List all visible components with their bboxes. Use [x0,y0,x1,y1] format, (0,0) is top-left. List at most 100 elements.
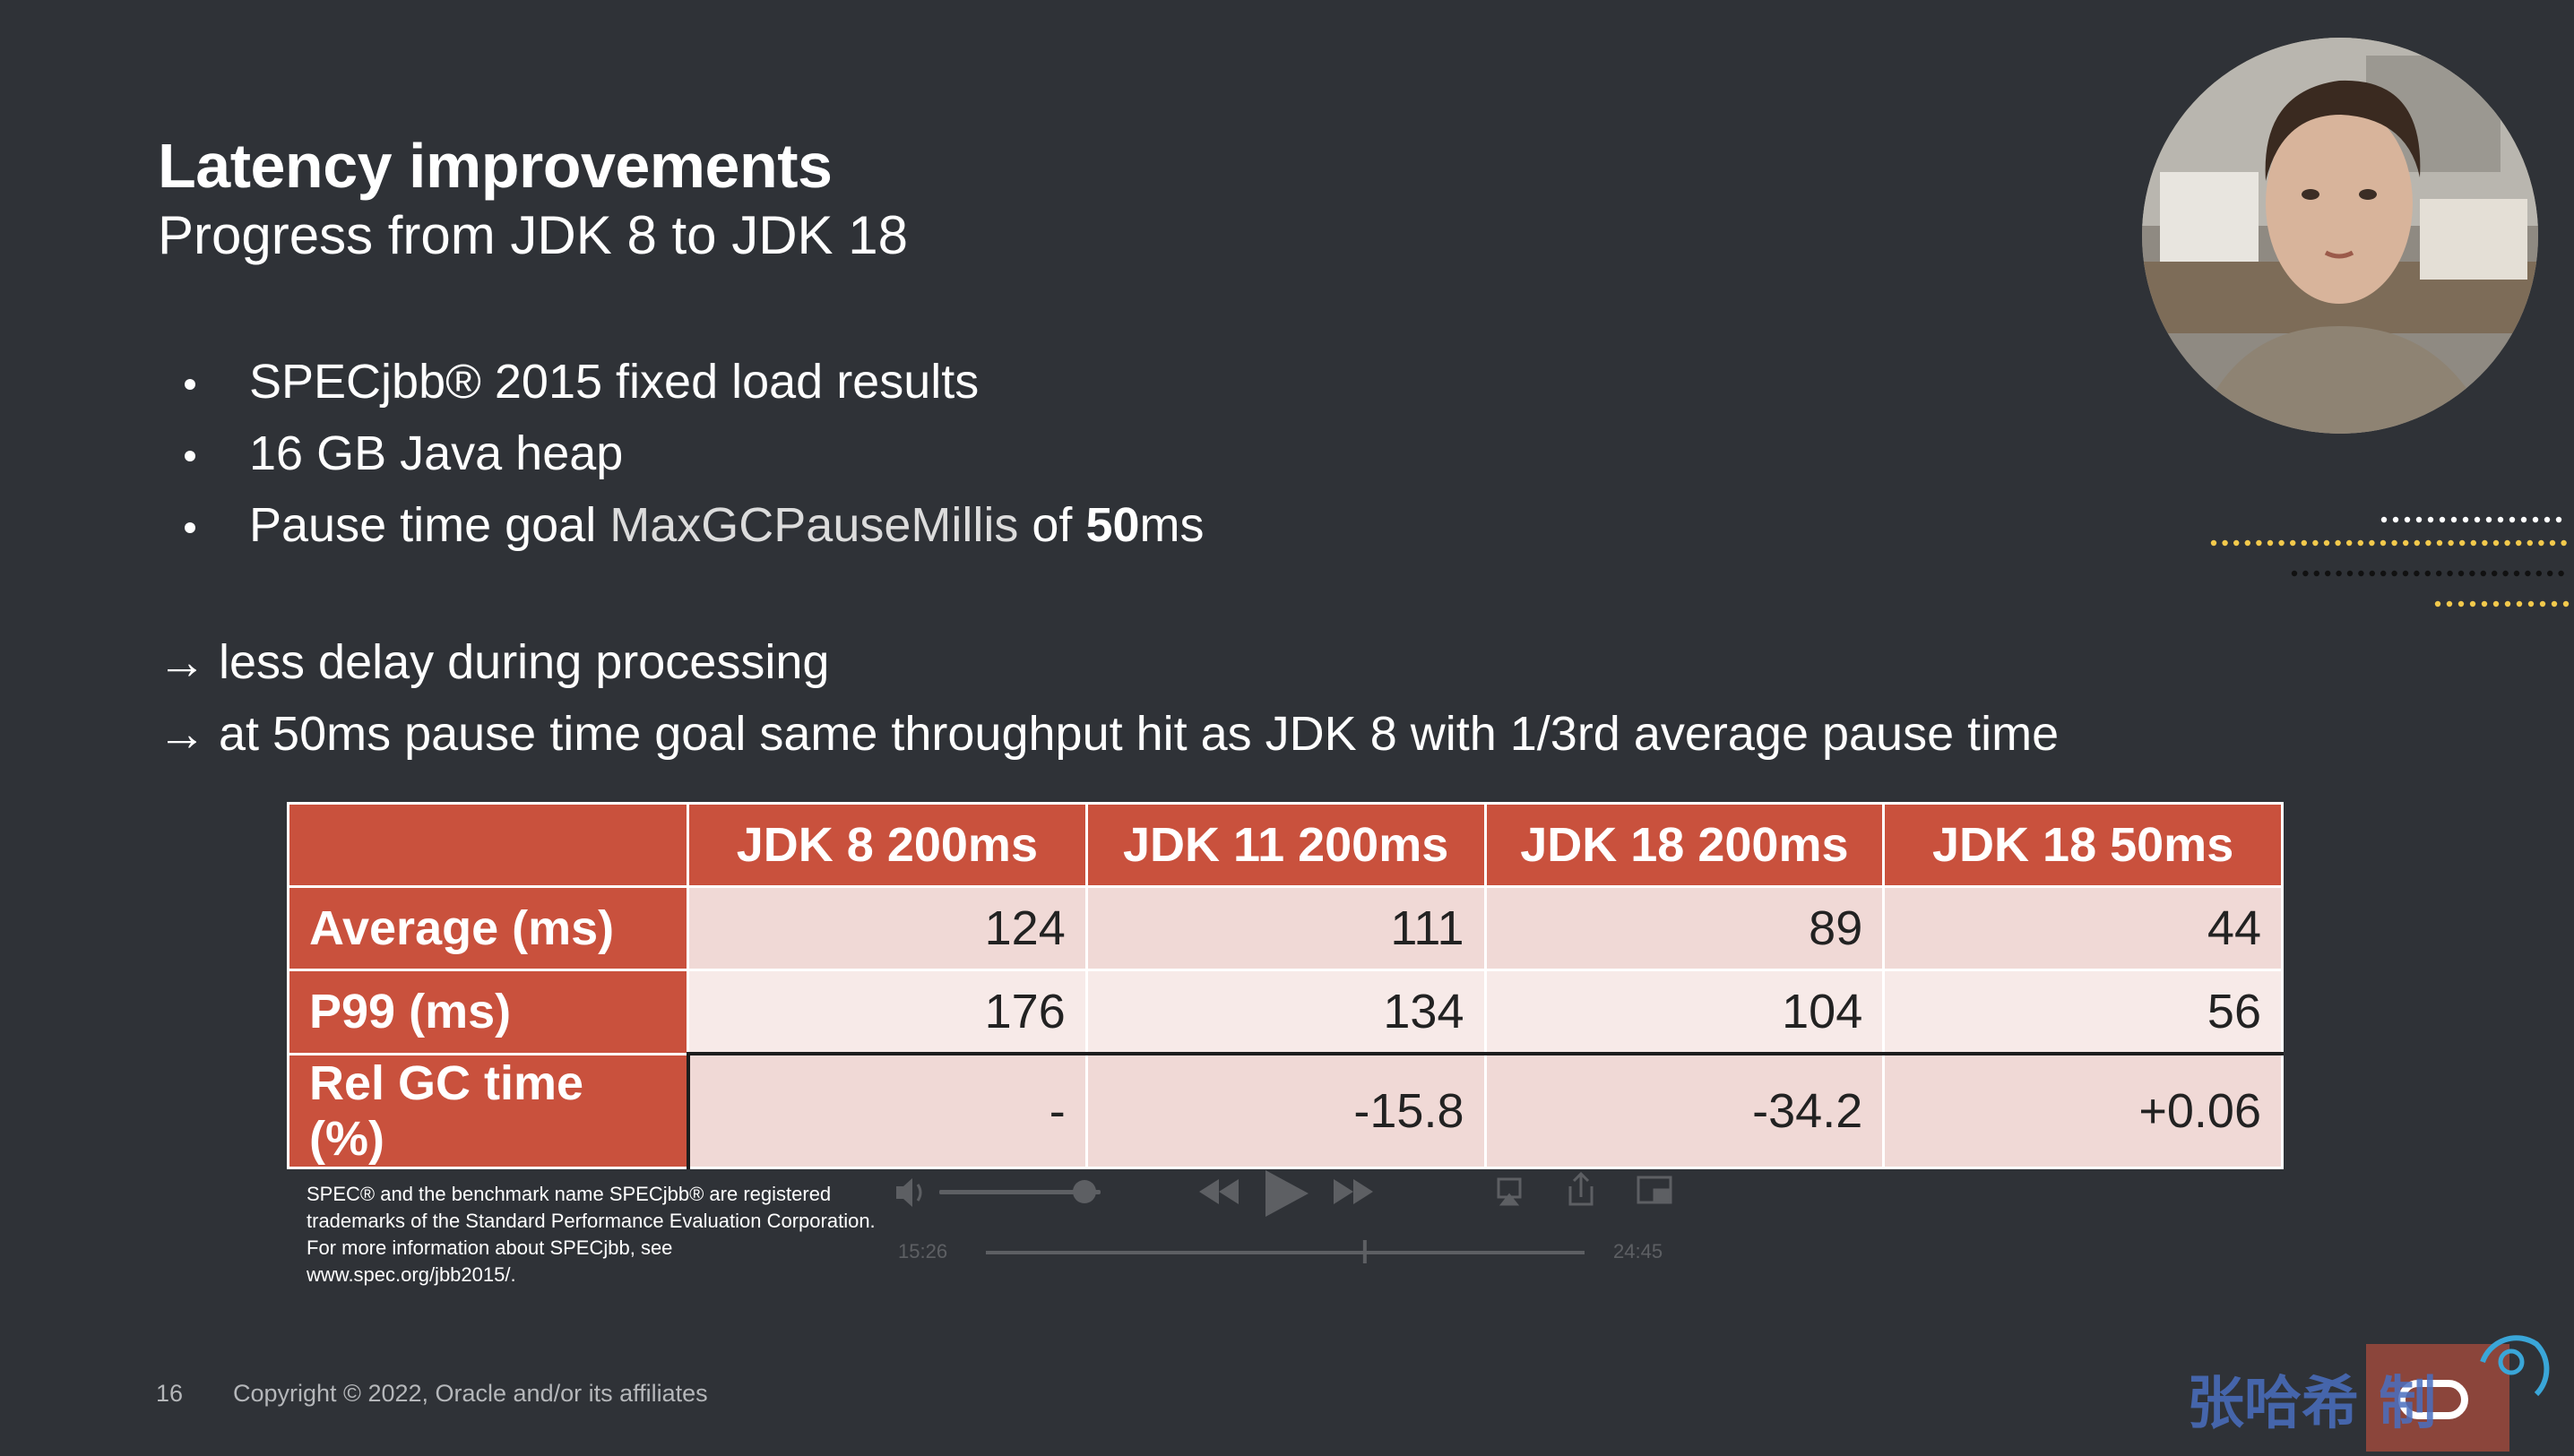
decorative-dot [2535,570,2542,577]
decorative-dot [2544,516,2551,523]
bullet-item: SPECjbb® 2015 fixed load results [179,349,1205,421]
decorative-dot [2357,539,2363,547]
decorative-dot-pattern [2205,511,2574,618]
spec-footnote: SPEC® and the benchmark name SPECjbb® ar… [307,1181,988,1288]
decorative-dot [2480,570,2486,577]
bullet-item-pause-goal: Pause time goal MaxGCPauseMillis of 50ms [179,493,1205,564]
decorative-dot [2256,539,2262,547]
presenter-image [2142,38,2538,434]
decorative-dot [2424,570,2431,577]
watermark-text: 张哈希 制 [2187,1371,2436,1437]
decorative-dot [2425,539,2431,547]
decorative-dot [2516,539,2522,547]
footnote-line: SPEC® and the benchmark name SPECjbb® ar… [307,1183,832,1205]
progress-playhead[interactable] [1362,1240,1367,1263]
decorative-dot [2555,516,2562,523]
decorative-dot [2404,516,2411,523]
decorative-dot [2392,516,2399,523]
bullet-prefix: Pause time goal [249,498,597,552]
decorative-dot [2302,570,2309,577]
decorative-dot [2415,516,2423,523]
decorative-dot [2457,570,2465,577]
decorative-dot [2446,600,2453,607]
decorative-dot [2526,539,2533,547]
footnote-line: www.spec.org/jbb2015/. [307,1263,516,1286]
decorative-dot [2504,600,2511,607]
decorative-dot [2434,600,2441,607]
decorative-dot [2513,570,2520,577]
decorative-dot [2504,539,2510,547]
airplay-icon[interactable] [1497,1177,1522,1206]
table-cell: 124 [687,885,1088,971]
copyright-text: Copyright © 2022, Oracle and/or its affi… [233,1380,708,1407]
row-header: P99 (ms) [287,969,689,1055]
decorative-dot [2492,600,2500,607]
decorative-dot [2502,570,2509,577]
remaining-time: 24:45 [1613,1240,1663,1262]
volume-slider-track[interactable] [939,1190,1101,1194]
player-controls-graphic: 15:26 24:45 [896,1170,1672,1263]
table-cell: - [686,1052,1088,1169]
table-cell: -34.2 [1483,1052,1886,1169]
decorative-dot [2558,570,2564,577]
volume-icon[interactable] [896,1178,922,1207]
decorative-dot [2244,539,2250,547]
row-header: Rel GC time (%) [287,1052,689,1169]
table-row-rel-gc-time: Rel GC time (%) - -15.8 -34.2 +0.06 [287,1052,2284,1169]
decorative-dot [2391,570,2397,577]
table-cell: -15.8 [1084,1052,1487,1169]
table-cell: 56 [1882,969,2284,1055]
table-row-average: Average (ms) 124 111 89 44 [287,885,2284,971]
column-header: JDK 8 200ms [687,802,1088,888]
decorative-dot [2369,539,2375,547]
play-icon[interactable] [1265,1170,1309,1217]
decorative-dot [2457,600,2465,607]
row-header: Average (ms) [287,885,689,971]
latency-table: JDK 8 200ms JDK 11 200ms JDK 18 200ms JD… [287,802,2284,1169]
page-number: 16 [156,1380,184,1407]
share-icon[interactable] [1568,1171,1594,1206]
arrow-icon: → [158,707,206,761]
decorative-dot [2301,539,2307,547]
decorative-dot [2403,539,2409,547]
decorative-dot [2482,539,2488,547]
arrow-text: at 50ms pause time goal same throughput … [219,707,2060,761]
decorative-dot [2391,539,2397,547]
decorative-dot [2436,570,2442,577]
rewind-icon[interactable] [1199,1179,1239,1204]
decorative-dot [2335,539,2341,547]
table-cell: 89 [1483,885,1886,971]
column-header: JDK 18 200ms [1483,802,1886,888]
decorative-dot [2516,600,2523,607]
table-cell: 176 [687,969,1088,1055]
fast-forward-icon[interactable] [1334,1179,1373,1204]
decorative-dot [2527,600,2535,607]
decorative-dot [2520,516,2527,523]
decorative-dot [2469,570,2475,577]
volume-slider-knob[interactable] [1073,1180,1096,1203]
decorative-dot [2291,570,2298,577]
decorative-dot [2547,570,2553,577]
video-player-controls[interactable]: 15:26 24:45 [896,1165,1703,1272]
bullet-item: 16 GB Java heap [179,421,1205,493]
progress-track[interactable] [986,1251,1585,1254]
arrow-line: → at 50ms pause time goal same throughput… [158,706,2059,762]
dot-pattern-graphic [2210,516,2570,607]
pause-goal-value: 50 [1085,498,1140,552]
decorative-dot [2448,539,2454,547]
table-cell: 111 [1084,885,1487,971]
watermark-graphic: 张哈希 制 [2187,1335,2550,1452]
decorative-dot [2323,539,2330,547]
decorative-dot [2525,570,2531,577]
decorative-dot [2469,600,2476,607]
channel-watermark: 张哈希 制 [2187,1326,2563,1452]
table-cell: 134 [1084,969,1487,1055]
decorative-dot [2492,539,2500,547]
picture-in-picture-icon[interactable] [1637,1176,1672,1204]
arrow-line: → less delay during processing [158,634,829,690]
column-header: JDK 18 50ms [1882,802,2284,888]
slide-subtitle: Progress from JDK 8 to JDK 18 [158,205,908,265]
decorative-dot [2380,516,2388,523]
decorative-dot [2538,539,2544,547]
table-row-p99: P99 (ms) 176 134 104 56 [287,969,2284,1055]
